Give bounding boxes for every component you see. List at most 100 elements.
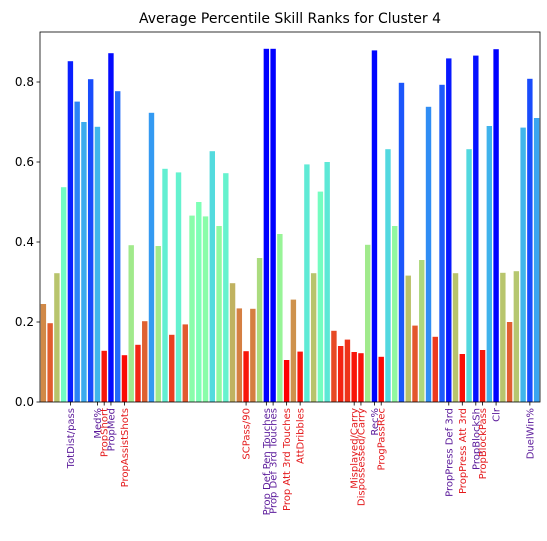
x-tick-label: PropShort	[100, 408, 111, 457]
y-tick-label: 0.0	[15, 395, 34, 409]
bar	[81, 122, 87, 402]
bar	[365, 244, 371, 402]
bar	[277, 234, 283, 402]
bar	[520, 127, 526, 402]
bar	[337, 346, 344, 402]
bar	[324, 162, 330, 402]
bar	[40, 304, 47, 402]
bar	[74, 101, 80, 402]
bar	[425, 106, 432, 403]
bar	[493, 49, 499, 402]
bar	[270, 48, 276, 403]
bar	[182, 324, 188, 402]
y-tick-label: 0.6	[15, 155, 34, 169]
x-tick-label: Prop Def 3rd Touches	[269, 408, 280, 514]
bar	[142, 321, 148, 402]
bar	[243, 351, 249, 402]
bar	[344, 339, 351, 402]
bar	[60, 187, 67, 402]
bar	[135, 344, 141, 402]
x-tick-label: Prop Def Pen Touches	[262, 408, 273, 515]
bar	[527, 78, 533, 403]
bar	[310, 273, 317, 402]
x-tick-label: Prop Att 3rd Touches	[282, 408, 293, 511]
bar	[54, 273, 60, 402]
bar	[283, 360, 290, 402]
x-tick-label: Clr	[492, 407, 503, 422]
bar	[47, 323, 53, 402]
bar	[398, 82, 405, 403]
x-tick-label: TotDist/pass	[66, 408, 77, 469]
bar	[419, 260, 425, 402]
bar	[256, 258, 263, 402]
x-tick-label: DuelWin%	[525, 408, 536, 459]
bar	[371, 50, 378, 403]
bar	[115, 91, 121, 402]
x-tick-label: SCPass/90	[242, 408, 253, 460]
bar	[101, 350, 107, 402]
bar	[439, 84, 445, 403]
x-tick-label: Rec%	[370, 408, 381, 436]
bar	[263, 48, 270, 403]
x-tick-label: ProgPassRec	[377, 408, 388, 471]
bar	[202, 216, 209, 402]
bar	[412, 325, 418, 402]
bar	[479, 350, 486, 402]
bar	[290, 299, 297, 402]
x-tick-label: PropMed	[106, 408, 117, 451]
bar	[506, 322, 513, 402]
bar	[121, 355, 128, 402]
bar	[533, 118, 540, 402]
bar	[378, 356, 384, 402]
x-tick-label: Dispossessed/Carry	[356, 408, 367, 506]
bar	[162, 168, 168, 402]
bar	[175, 172, 182, 402]
bar	[392, 226, 398, 402]
x-tick-label: PropAssistShots	[120, 408, 131, 487]
bar	[385, 149, 391, 402]
x-tick-label: PropPress Def 3rd	[444, 408, 455, 497]
chart-title: Average Percentile Skill Ranks for Clust…	[139, 11, 441, 27]
bar	[169, 334, 175, 402]
bar	[351, 352, 357, 402]
y-axis: 0.0 0.2 0.4 0.6 0.8	[15, 75, 40, 409]
bar	[216, 226, 222, 402]
bar	[466, 149, 472, 402]
bar	[297, 351, 303, 402]
bar	[236, 308, 243, 402]
bar	[432, 336, 438, 402]
bar	[473, 55, 479, 402]
x-tick-label: PropBlockPass	[478, 408, 489, 479]
bar	[452, 273, 459, 402]
bar	[317, 191, 324, 402]
x-tick-label: PropBlockSh	[471, 408, 482, 470]
bar	[250, 308, 256, 402]
bar	[500, 272, 506, 402]
x-tick-label: Misplayed/Carry	[350, 408, 361, 489]
bar	[513, 271, 520, 402]
bar	[94, 126, 101, 403]
y-tick-label: 0.4	[15, 235, 34, 249]
bar	[229, 283, 236, 402]
bar	[459, 354, 465, 402]
bar	[128, 245, 134, 402]
bar	[155, 246, 161, 402]
bar	[223, 173, 229, 402]
bar	[209, 151, 215, 402]
bar	[446, 58, 452, 403]
y-tick-label: 0.2	[15, 315, 34, 329]
bar	[331, 330, 337, 402]
bar	[87, 79, 94, 402]
x-tick-label: AttDribbles	[296, 408, 307, 464]
bar	[148, 112, 155, 403]
bar	[304, 164, 310, 402]
bar	[108, 53, 114, 402]
y-tick-label: 0.8	[15, 75, 34, 89]
bars-group	[40, 48, 540, 403]
bar	[486, 126, 493, 402]
bar	[67, 61, 74, 402]
bar	[196, 202, 202, 402]
bar	[405, 275, 411, 402]
x-tick-label: Med%	[93, 408, 104, 439]
